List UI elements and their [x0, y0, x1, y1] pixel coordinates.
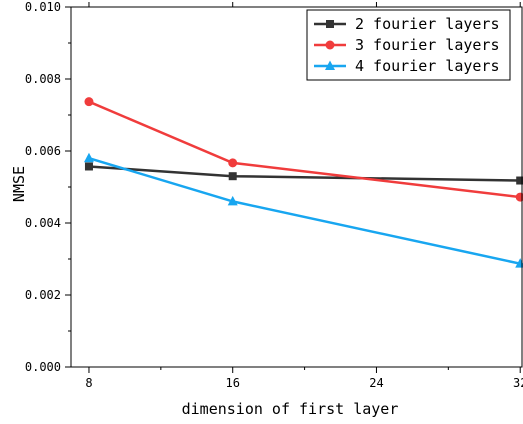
data-point — [84, 162, 93, 171]
legend-marker — [325, 40, 335, 50]
x-axis-title: dimension of first layer — [182, 400, 399, 418]
plot-frame — [70, 6, 523, 368]
data-point — [228, 158, 238, 168]
data-point — [516, 176, 523, 185]
data-point — [84, 97, 94, 107]
x-tick-labels: 8 16 24 32 — [85, 376, 523, 390]
y-tick-labels: 0.000 0.002 0.004 0.006 0.008 0.010 — [25, 0, 61, 374]
x-tick-label: 16 — [225, 376, 239, 390]
legend-label: 2 fourier layers — [355, 15, 500, 33]
legend-label: 3 fourier layers — [355, 36, 500, 54]
y-tick-label: 0.002 — [25, 288, 61, 302]
y-tick-label: 0.008 — [25, 72, 61, 86]
series-line — [88, 100, 521, 199]
legend-item-2: 3 fourier layers — [314, 36, 500, 54]
series-2 — [84, 97, 523, 202]
data-point — [515, 258, 523, 268]
series-line — [88, 157, 521, 265]
x-tick-label: 8 — [85, 376, 92, 390]
axis-ticks — [65, 2, 521, 373]
legend-item-3: 4 fourier layers — [314, 57, 500, 75]
data-point — [515, 192, 523, 202]
x-tick-label: 32 — [513, 376, 523, 390]
legend: 2 fourier layers 3 fourier layers 4 fourie… — [306, 9, 511, 81]
legend-item-1: 2 fourier layers — [314, 15, 500, 33]
series-layer — [83, 97, 523, 268]
data-point — [83, 152, 94, 163]
data-point — [227, 195, 238, 206]
y-tick-label: 0.010 — [25, 0, 61, 14]
y-tick-label: 0.004 — [25, 216, 61, 230]
legend-marker — [326, 20, 334, 28]
y-tick-label: 0.000 — [25, 360, 61, 374]
series-3 — [83, 152, 523, 268]
data-point — [228, 172, 237, 181]
legend-marker — [325, 60, 335, 70]
legend-label: 4 fourier layers — [355, 57, 500, 75]
x-tick-label: 24 — [369, 376, 383, 390]
y-axis-title: NMSE — [10, 166, 28, 202]
series-1 — [84, 162, 523, 185]
y-tick-label: 0.006 — [25, 144, 61, 158]
